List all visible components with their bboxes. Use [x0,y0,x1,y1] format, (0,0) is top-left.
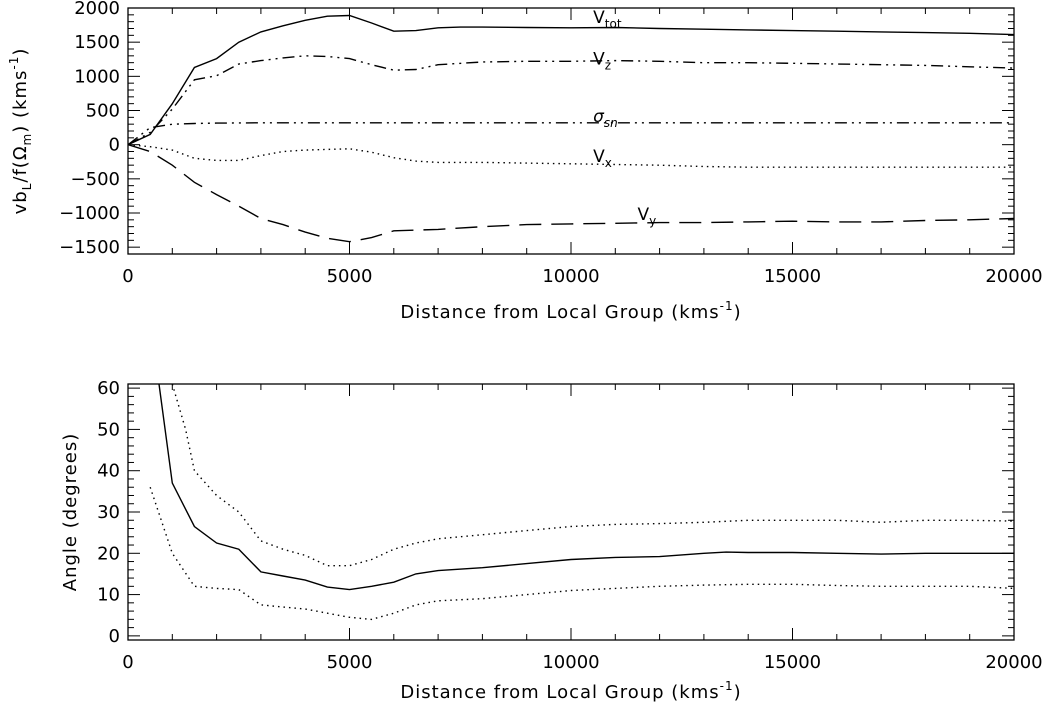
x-tick-label: 5000 [327,266,373,287]
series-sigma-sn-label: σsn [593,107,618,130]
series-v-z-label: Vz [593,50,611,73]
y-axis-label: vbL/f(Ωm) (kms-1) [7,48,34,215]
plot-frame [127,383,1015,641]
series-3-line [149,486,1014,621]
x-tick-label: 20000 [985,652,1042,673]
series-v-y-line [128,144,1014,243]
y-tick-label: 1000 [74,66,120,87]
x-tick-label: 10000 [542,652,599,673]
x-tick-label: 15000 [764,652,821,673]
series-2-line [171,384,1014,567]
y-tick-label: 0 [109,135,120,156]
y-tick-label: −1000 [59,203,120,224]
series-v-y-label: Vy [637,205,656,228]
y-tick-label: 1500 [74,32,120,53]
y-tick-label: −1500 [59,237,120,258]
x-tick-label: 15000 [764,266,821,287]
x-tick-label: 10000 [542,266,599,287]
x-tick-label: 0 [122,652,133,673]
y-tick-label: 30 [97,502,120,523]
y-tick-label: −500 [71,169,120,190]
panel-1: 0 5000 10000 15000 20000 −1500 −1000 −500 0 500 10… [7,0,1043,323]
plot-frame [127,7,1015,255]
y-tick-label: 20 [97,543,120,564]
panel-2: 0 5000 10000 15000 20000 0 10 20 30 40 50 60 Distanc… [60,378,1043,703]
series-v-x-label: Vx [593,147,612,170]
series-v-z-line [128,55,1014,146]
series-v-tot-line [128,14,1014,146]
y-tick-label: 60 [97,378,120,399]
series-v-tot-label: Vtot [593,8,622,31]
series-v-x-line [128,144,1014,168]
y-tick-label: 40 [97,461,120,482]
x-axis-label: Distance from Local Group (kms-1) [400,299,741,323]
y-tick-label: 0 [109,626,120,647]
y-tick-label: 2000 [74,0,120,19]
x-tick-label: 5000 [327,652,373,673]
x-tick-label: 0 [122,266,133,287]
y-tick-label: 500 [86,101,120,122]
series-1-line [158,384,1014,591]
series-sigma-sn-line [128,122,1014,146]
y-tick-label: 10 [97,585,120,606]
y-tick-label: 50 [97,419,120,440]
x-axis-label: Distance from Local Group (kms-1) [400,679,741,703]
x-tick-label: 20000 [985,266,1042,287]
y-axis-label: Angle (degrees) [60,433,81,591]
